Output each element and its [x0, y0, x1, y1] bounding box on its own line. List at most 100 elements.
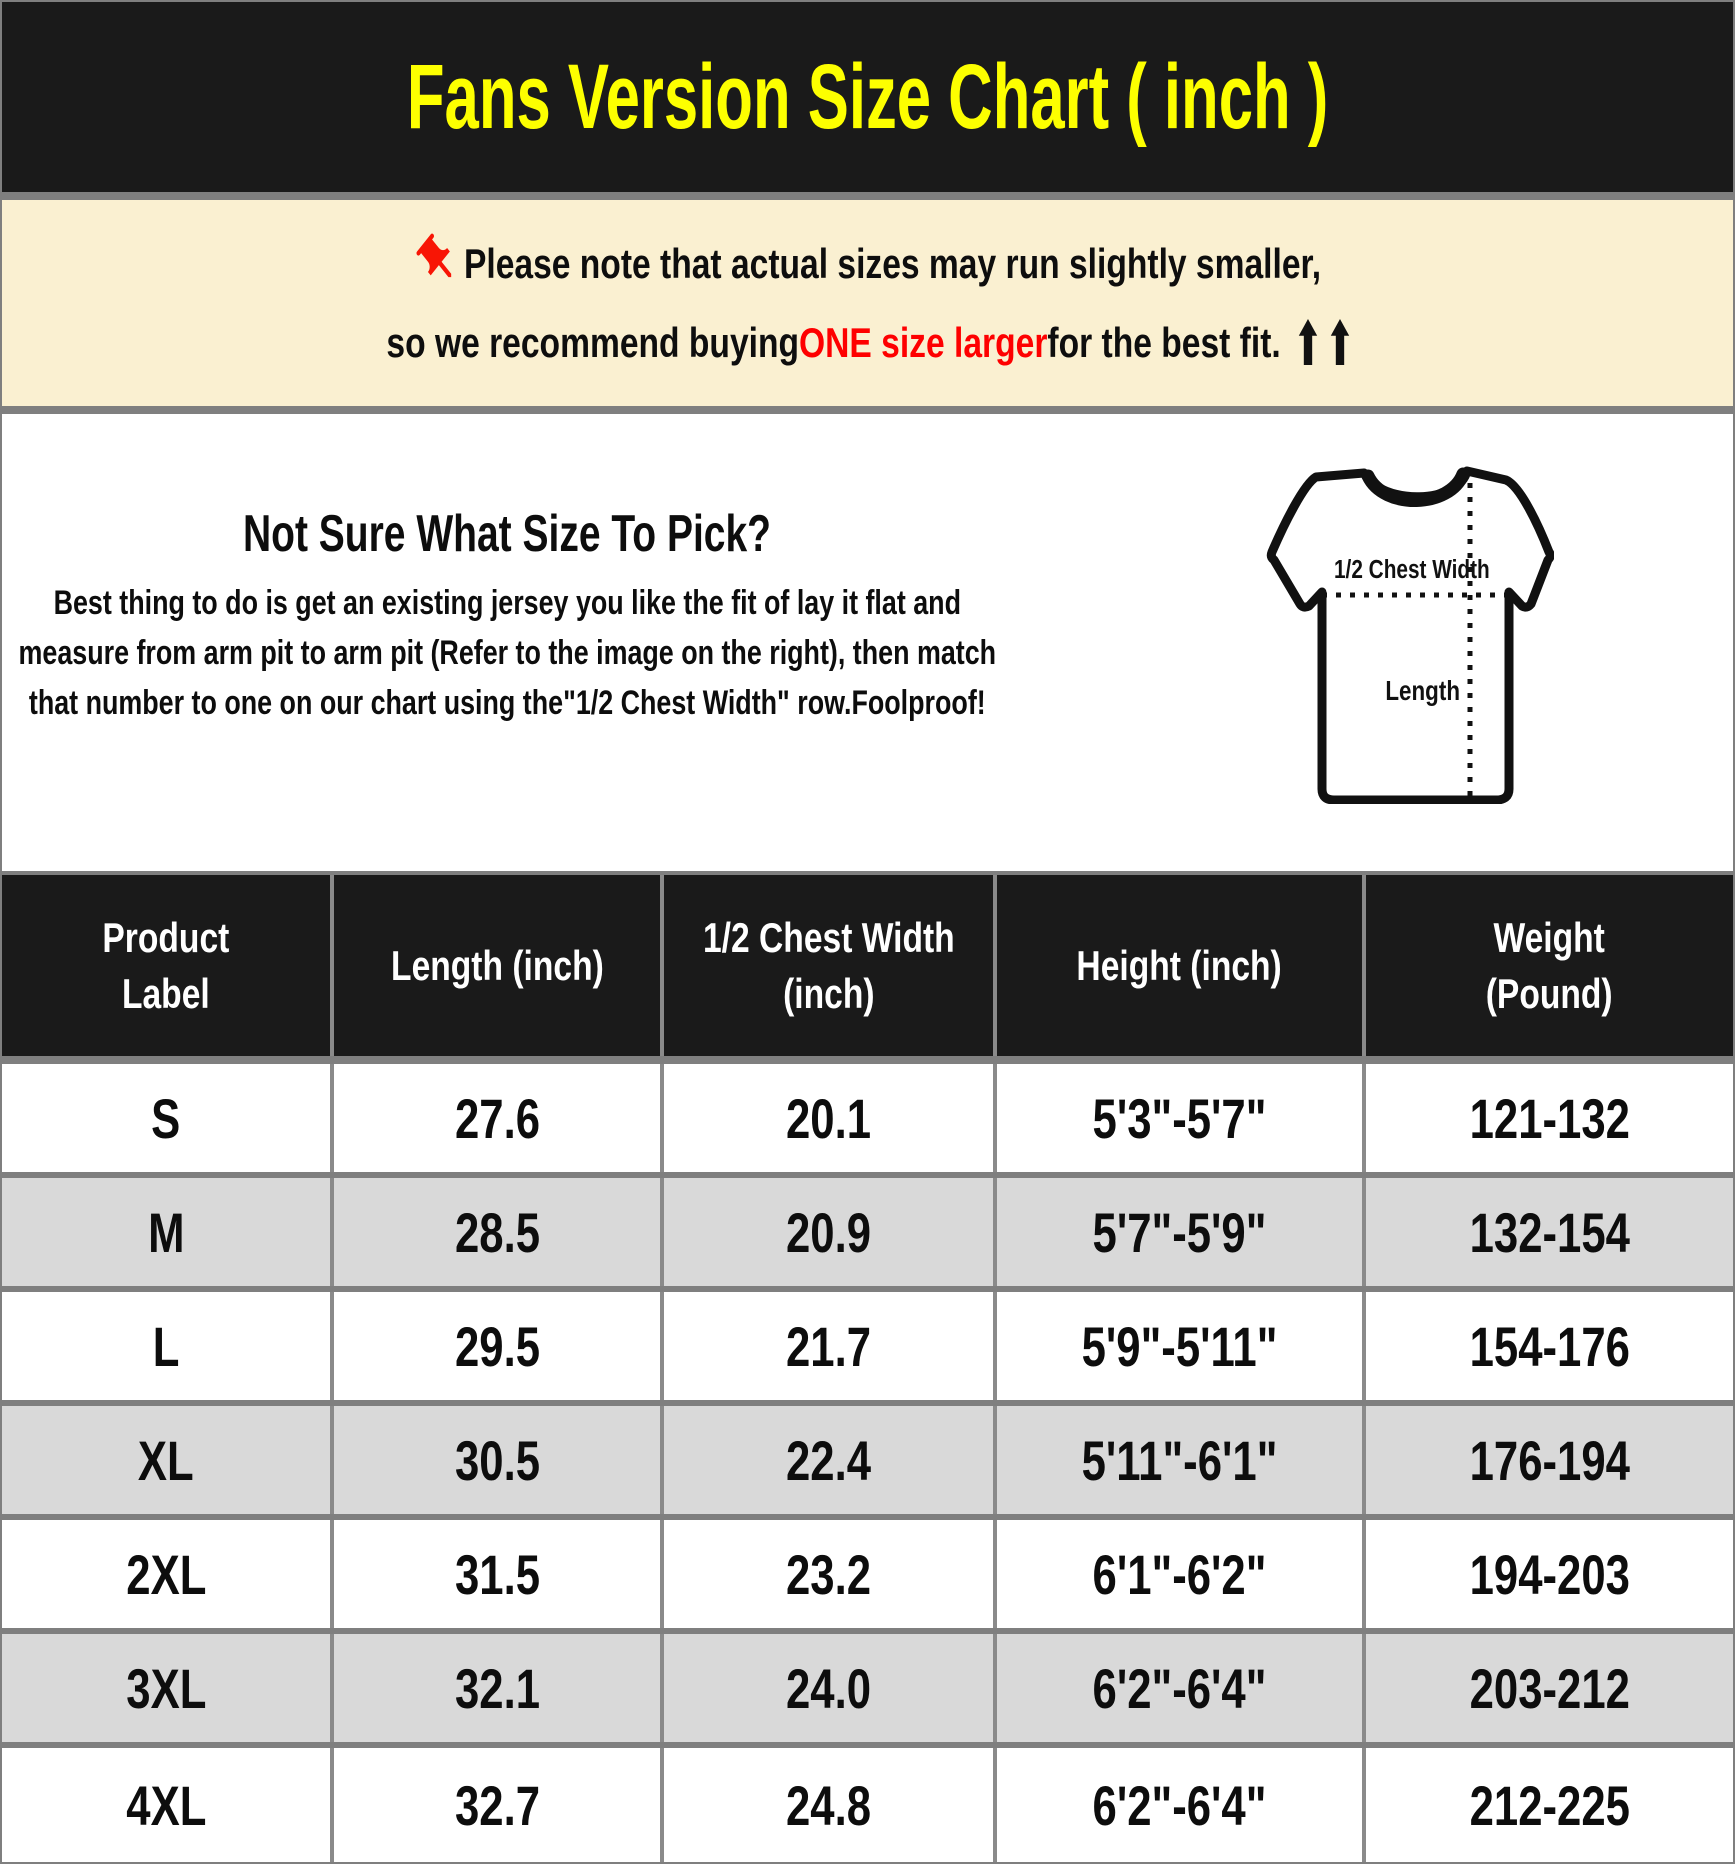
cell-height: 5'3"-5'7"	[997, 1064, 1366, 1172]
cell-text: 6'2"-6'4"	[1092, 1773, 1267, 1837]
cell-height: 6'1"-6'2"	[997, 1520, 1366, 1628]
cell-text: 6'1"-6'2"	[1092, 1542, 1267, 1606]
up-arrow-icon	[1330, 319, 1349, 365]
table-row-3xl: 3XL 32.1 24.0 6'2"-6'4" 203-212	[2, 1634, 1733, 1748]
table-row-m: M 28.5 20.9 5'7"-5'9" 132-154	[2, 1178, 1733, 1292]
note-text-2-prefix: so we recommend buying	[385, 319, 799, 366]
size-table: Product Label Length (inch) 1/2 Chest Wi…	[2, 871, 1733, 1862]
cell-text: 4XL	[126, 1773, 207, 1837]
cell-length: 29.5	[334, 1292, 665, 1400]
cell-height: 6'2"-6'4"	[997, 1634, 1366, 1742]
cell-text: 5'7"-5'9"	[1092, 1200, 1267, 1264]
guide-text-block: Not Sure What Size To Pick? Best thing t…	[2, 414, 1012, 728]
column-header-text: Weight (Pound)	[1486, 913, 1613, 1017]
table-row-4xl: 4XL 32.7 24.8 6'2"-6'4" 212-225	[2, 1748, 1733, 1862]
cell-text: 132-154	[1469, 1200, 1630, 1264]
table-row-xl: XL 30.5 22.4 5'11"-6'1" 176-194	[2, 1406, 1733, 1520]
cell-text: 3XL	[126, 1656, 207, 1720]
cell-weight: 203-212	[1366, 1634, 1733, 1742]
cell-height: 5'9"-5'11"	[997, 1292, 1366, 1400]
cell-text: 29.5	[454, 1314, 540, 1378]
title-banner: Fans Version Size Chart ( inch )	[2, 2, 1733, 192]
header-cell-weight: Weight (Pound)	[1366, 875, 1733, 1056]
cell-text: 203-212	[1469, 1656, 1630, 1720]
cell-text: 27.6	[454, 1086, 540, 1150]
cell-length: 30.5	[334, 1406, 665, 1514]
cell-chest: 24.8	[664, 1748, 997, 1862]
cell-chest: 21.7	[664, 1292, 997, 1400]
cell-text: 5'9"-5'11"	[1081, 1314, 1278, 1378]
cell-chest: 20.1	[664, 1064, 997, 1172]
cell-text: 24.0	[786, 1656, 872, 1720]
size-guide-section: Not Sure What Size To Pick? Best thing t…	[2, 414, 1733, 871]
cell-weight: 212-225	[1366, 1748, 1733, 1862]
note-text-2-highlight: ONE size larger	[798, 319, 1047, 366]
cell-text: 20.1	[786, 1086, 872, 1150]
cell-text: 212-225	[1469, 1773, 1630, 1837]
cell-text: 176-194	[1469, 1428, 1630, 1492]
cell-size-label: 4XL	[2, 1748, 335, 1862]
table-row-2xl: 2XL 31.5 23.2 6'1"-6'2" 194-203	[2, 1520, 1733, 1634]
cell-text: 31.5	[454, 1542, 540, 1606]
cell-text: XL	[138, 1428, 195, 1492]
cell-text: S	[151, 1086, 181, 1150]
cell-text: M	[147, 1200, 185, 1264]
column-header-text: Product Label	[102, 913, 230, 1017]
cell-height: 6'2"-6'4"	[997, 1748, 1366, 1862]
page-title: Fans Version Size Chart ( inch )	[406, 45, 1329, 148]
table-row-s: S 27.6 20.1 5'3"-5'7" 121-132	[2, 1064, 1733, 1178]
cell-text: 5'11"-6'1"	[1081, 1428, 1278, 1492]
cell-text: 121-132	[1469, 1086, 1630, 1150]
cell-text: 20.9	[786, 1200, 872, 1264]
cell-height: 5'11"-6'1"	[997, 1406, 1366, 1514]
note-banner: Please note that actual sizes may run sl…	[2, 200, 1733, 406]
cell-weight: 132-154	[1366, 1178, 1733, 1286]
column-header-text: Height (inch)	[1076, 941, 1283, 989]
cell-length: 31.5	[334, 1520, 665, 1628]
cell-size-label: S	[2, 1064, 335, 1172]
cell-size-label: L	[2, 1292, 335, 1400]
header-cell-length: Length (inch)	[334, 875, 665, 1056]
cell-length: 32.7	[334, 1748, 665, 1862]
cell-text: 30.5	[454, 1428, 540, 1492]
cell-text: 32.1	[454, 1656, 540, 1720]
cell-chest: 20.9	[664, 1178, 997, 1286]
table-header-row: Product Label Length (inch) 1/2 Chest Wi…	[2, 871, 1733, 1064]
cell-text: 32.7	[454, 1773, 540, 1837]
diagram-chest-label: 1/2 Chest Width	[1334, 555, 1490, 584]
cell-text: 28.5	[454, 1200, 540, 1264]
cell-text: 23.2	[786, 1542, 872, 1606]
note-line-2: so we recommend buying ONE size larger f…	[386, 319, 1349, 367]
cell-text: 154-176	[1469, 1314, 1630, 1378]
cell-size-label: M	[2, 1178, 335, 1286]
cell-text: 24.8	[786, 1773, 872, 1837]
cell-text: 6'2"-6'4"	[1092, 1656, 1267, 1720]
tshirt-outline-icon: 1/2 Chest Width Length	[1266, 466, 1555, 805]
table-row-l: L 29.5 21.7 5'9"-5'11" 154-176	[2, 1292, 1733, 1406]
cell-text: 2XL	[126, 1542, 207, 1606]
cell-chest: 24.0	[664, 1634, 997, 1742]
column-header-text: 1/2 Chest Width (inch)	[702, 913, 955, 1017]
cell-length: 32.1	[334, 1634, 665, 1742]
cell-weight: 194-203	[1366, 1520, 1733, 1628]
cell-text: 22.4	[786, 1428, 872, 1492]
cell-text: L	[152, 1314, 180, 1378]
cell-length: 28.5	[334, 1178, 665, 1286]
cell-text: 21.7	[786, 1314, 872, 1378]
cell-height: 5'7"-5'9"	[997, 1178, 1366, 1286]
guide-heading: Not Sure What Size To Pick?	[242, 505, 771, 563]
section-divider	[2, 406, 1733, 414]
red-pushpin-icon	[416, 233, 451, 278]
cell-weight: 176-194	[1366, 1406, 1733, 1514]
cell-chest: 23.2	[664, 1520, 997, 1628]
note-text-2-suffix: for the best fit.	[1046, 319, 1281, 366]
cell-size-label: 3XL	[2, 1634, 335, 1742]
cell-size-label: 2XL	[2, 1520, 335, 1628]
tshirt-measurement-diagram: 1/2 Chest Width Length	[1264, 464, 1555, 805]
cell-weight: 154-176	[1366, 1292, 1733, 1400]
guide-body: Best thing to do is get an existing jers…	[18, 584, 996, 722]
cell-weight: 121-132	[1366, 1064, 1733, 1172]
cell-chest: 22.4	[664, 1406, 997, 1514]
header-cell-product-label: Product Label	[2, 875, 335, 1056]
